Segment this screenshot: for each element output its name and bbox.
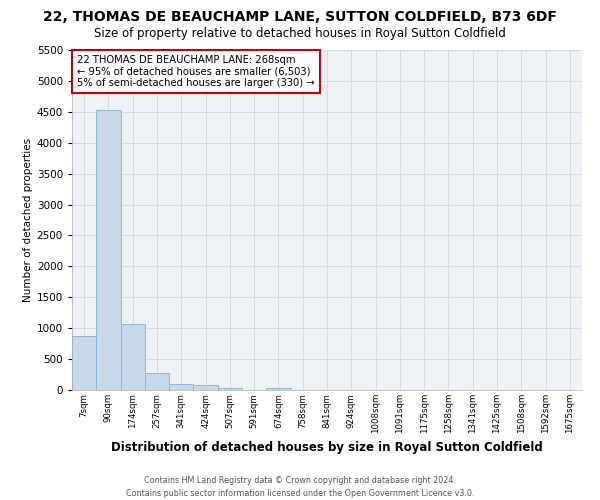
- Text: 22 THOMAS DE BEAUCHAMP LANE: 268sqm
← 95% of detached houses are smaller (6,503): 22 THOMAS DE BEAUCHAMP LANE: 268sqm ← 95…: [77, 55, 315, 88]
- Text: Size of property relative to detached houses in Royal Sutton Coldfield: Size of property relative to detached ho…: [94, 28, 506, 40]
- Text: Contains HM Land Registry data © Crown copyright and database right 2024.
Contai: Contains HM Land Registry data © Crown c…: [126, 476, 474, 498]
- Bar: [96, 110, 121, 390]
- Text: 22, THOMAS DE BEAUCHAMP LANE, SUTTON COLDFIELD, B73 6DF: 22, THOMAS DE BEAUCHAMP LANE, SUTTON COL…: [43, 10, 557, 24]
- Bar: [72, 336, 96, 390]
- Bar: [145, 374, 169, 390]
- Bar: [169, 384, 193, 390]
- Y-axis label: Number of detached properties: Number of detached properties: [23, 138, 32, 302]
- Bar: [193, 385, 218, 390]
- Bar: [218, 388, 242, 390]
- Bar: [121, 324, 145, 390]
- Bar: [266, 388, 290, 390]
- X-axis label: Distribution of detached houses by size in Royal Sutton Coldfield: Distribution of detached houses by size …: [111, 442, 543, 454]
